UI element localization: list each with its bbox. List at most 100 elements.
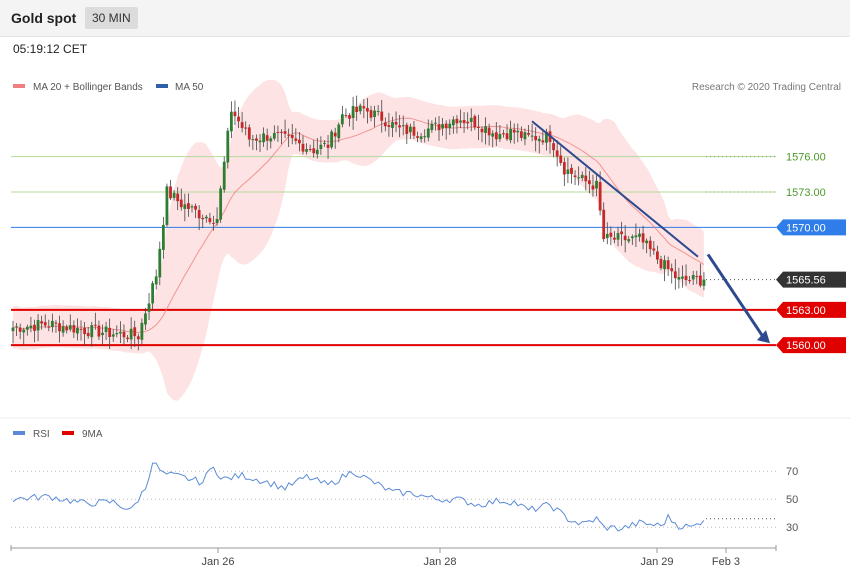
candle-body [652,248,656,251]
candle-body [126,337,129,340]
candle [287,128,291,148]
candle [620,221,623,246]
price-tag-label: 1565.56 [786,275,826,287]
candle [477,114,480,141]
candle [351,96,355,130]
candle [462,112,466,133]
candle [340,105,344,128]
candle [290,123,294,145]
candle [179,188,183,211]
candle-body [208,218,212,223]
candle [366,98,369,124]
candle-body [172,192,176,198]
candle [577,166,581,186]
candle [362,99,366,119]
x-axis: Jan 26 Jan 28 Jan 29 Feb 3 [10,545,777,568]
candle [426,119,430,142]
candle-body [61,326,65,333]
candle [376,105,380,116]
candle-body [176,193,180,202]
candle-body [115,333,119,335]
candle [244,121,248,136]
ma50-legend-label: MA 50 [175,82,204,93]
candle [659,255,663,271]
candle-body [408,126,412,133]
candle-body [298,139,301,144]
candle [104,321,108,341]
candle-body [72,325,76,333]
candle-body [613,237,616,240]
candle [61,320,65,337]
candle [108,318,112,349]
candle-body [555,150,559,157]
candle [602,202,606,242]
candle-body [419,136,423,140]
candle-body [305,149,308,152]
candle-body [670,268,674,272]
candle [702,272,706,291]
candle [262,127,265,147]
candle-body [258,140,262,143]
candle-body [194,205,197,210]
candle-body [401,125,405,127]
candle [623,225,627,253]
candle [272,125,276,141]
candle [201,214,205,229]
candle [348,113,351,127]
candle [50,313,54,333]
candle [176,187,180,211]
candle-body [251,139,255,141]
candle [215,207,219,226]
timestamp: 05:19:12 CET [13,42,88,56]
candle [387,112,391,137]
interval-selector[interactable]: 30 MIN [85,7,138,29]
candle-body [587,180,591,185]
candle-body [25,326,29,330]
candle-body [287,134,291,136]
candle [691,270,695,285]
candle-body [391,122,394,128]
candle [11,320,15,344]
candle [151,280,155,311]
candle [695,270,699,285]
candle-body [219,188,223,220]
candle [333,127,337,149]
candle [562,157,566,187]
candle-body [222,161,226,190]
candle [516,123,520,143]
candle [459,109,462,129]
candle-body [29,325,33,328]
candle-body [466,121,470,124]
candle-body [169,186,172,199]
candle-body [437,124,441,131]
candle-body [623,235,627,241]
candle [613,231,616,244]
candle-body [380,111,384,121]
candle [305,143,308,155]
candle-body [294,138,298,141]
candle-body [323,142,326,144]
price-chart-svg[interactable]: MA 20 + Bollinger Bands MA 50 Research ©… [0,62,850,576]
rsi-legend-label: RSI [33,429,50,440]
copyright-label: Research © 2020 Trading Central [692,82,841,93]
candle [383,117,387,132]
candle [126,334,129,343]
candle [247,124,251,147]
candle-body [33,324,36,331]
candle-body [337,124,341,139]
candle-body [129,328,133,340]
candle-body [394,121,398,125]
candle-body [36,320,40,331]
candle-body [595,180,598,189]
price-tag-support [776,337,846,354]
price-tag-last [776,271,846,288]
candle-body [398,125,402,128]
candle-body [183,204,187,209]
candle [498,125,502,142]
candle [537,135,541,154]
rsi-tick-label: 30 [786,522,798,534]
candle [204,214,208,223]
candle [229,101,233,138]
candle-body [570,167,573,174]
candle [222,156,226,193]
